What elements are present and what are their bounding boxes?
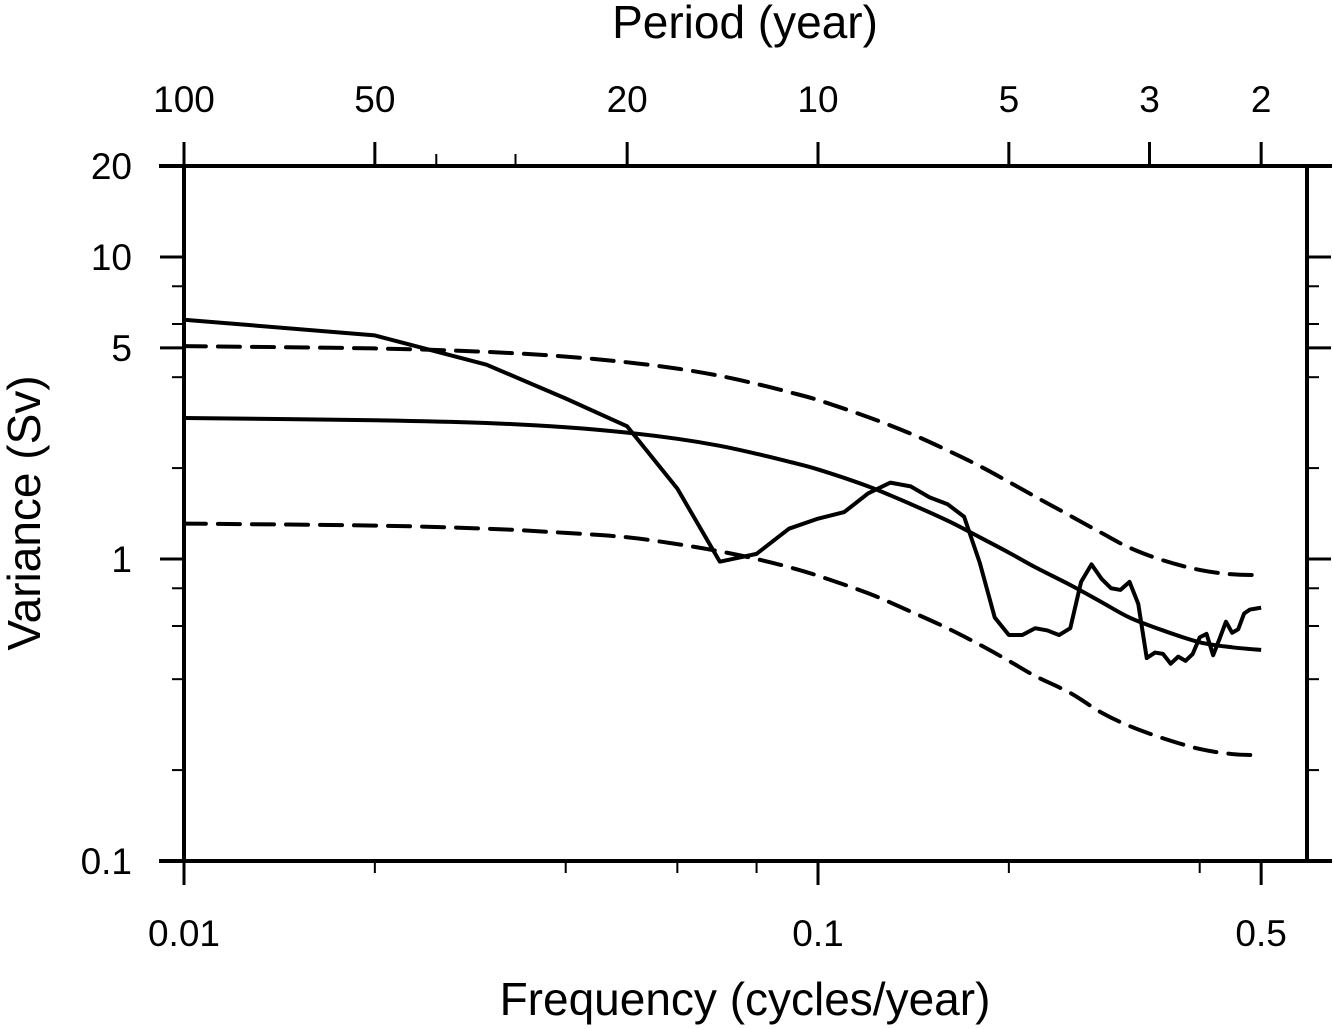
top-tick-label: 2	[1251, 79, 1272, 120]
series-upper-confidence-line	[182, 344, 1264, 578]
y-tick-label: 5	[111, 328, 132, 369]
y-tick-label: 1	[111, 539, 132, 580]
top-axis-title: Period (year)	[612, 0, 878, 48]
top-tick-label: 100	[153, 79, 215, 120]
ticks-layer	[160, 142, 1331, 885]
top-tick-label: 10	[797, 79, 838, 120]
top-tick-label: 20	[607, 79, 648, 120]
y-tick-label: 20	[91, 146, 132, 187]
y-tick-label: 0.1	[81, 841, 132, 882]
plot-frame	[159, 164, 1332, 863]
x-tick-label: 0.1	[792, 913, 843, 954]
top-tick-label: 3	[1139, 79, 1160, 120]
series-red-noise-line	[183, 416, 1262, 652]
series-layer	[182, 317, 1264, 758]
x-axis-title: Frequency (cycles/year)	[500, 973, 991, 1025]
top-tick-label: 50	[354, 79, 395, 120]
series-spectrum-line	[183, 317, 1262, 666]
labels-layer: 0.01 0.1 0.5 100 50 20 10 5 3 2 20 10 5 1 0.1	[81, 79, 1287, 954]
series-lower-confidence-line	[182, 521, 1264, 758]
x-tick-label: 0.5	[1235, 913, 1286, 954]
y-axis-title: Variance (Sv)	[0, 375, 50, 650]
y-tick-label: 10	[91, 237, 132, 278]
x-tick-label: 0.01	[148, 913, 220, 954]
top-tick-label: 5	[999, 79, 1020, 120]
